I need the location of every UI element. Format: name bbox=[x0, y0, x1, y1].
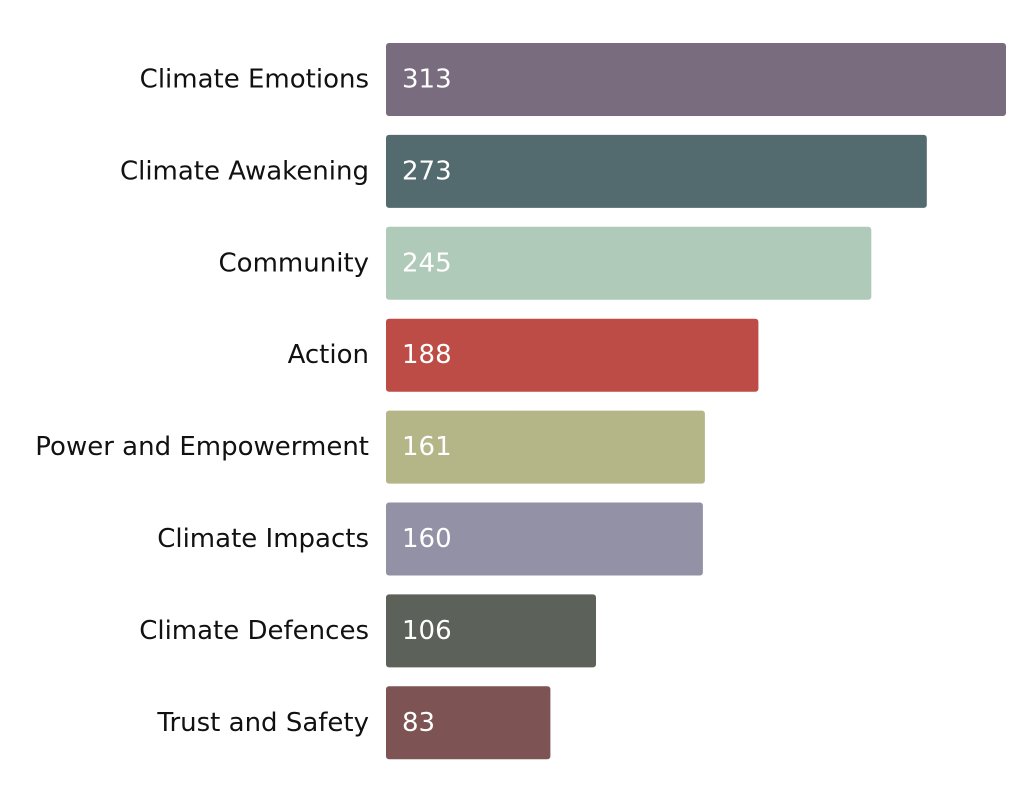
bar-1 bbox=[386, 134, 927, 208]
bars-layer bbox=[386, 43, 1006, 760]
category-label-4: Power and Empowerment bbox=[35, 432, 369, 462]
bar-3 bbox=[386, 318, 759, 392]
value-label-5: 160 bbox=[402, 524, 452, 554]
value-label-6: 106 bbox=[402, 616, 452, 646]
category-label-5: Climate Impacts bbox=[157, 524, 369, 554]
value-label-2: 245 bbox=[402, 248, 452, 278]
value-label-7: 83 bbox=[402, 708, 435, 738]
category-label-1: Climate Awakening bbox=[120, 156, 369, 186]
category-label-6: Climate Defences bbox=[139, 616, 369, 646]
category-labels-layer: Climate Emotions Climate Awakening Communi… bbox=[35, 65, 369, 738]
value-label-3: 188 bbox=[402, 340, 452, 370]
bar-0 bbox=[386, 43, 1006, 116]
bar-4 bbox=[386, 410, 705, 484]
category-label-7: Trust and Safety bbox=[156, 708, 369, 738]
value-label-1: 273 bbox=[402, 156, 452, 186]
bar-5 bbox=[386, 502, 703, 576]
value-label-0: 313 bbox=[402, 65, 452, 95]
value-label-4: 161 bbox=[402, 432, 452, 462]
bar-6 bbox=[386, 594, 596, 668]
category-label-0: Climate Emotions bbox=[140, 65, 369, 95]
bar-7 bbox=[386, 686, 551, 760]
bar-2 bbox=[386, 226, 872, 300]
category-label-2: Community bbox=[219, 248, 369, 278]
value-labels-layer: 313 273 245 188 161 160 106 83 bbox=[402, 65, 452, 738]
category-label-3: Action bbox=[288, 340, 369, 370]
